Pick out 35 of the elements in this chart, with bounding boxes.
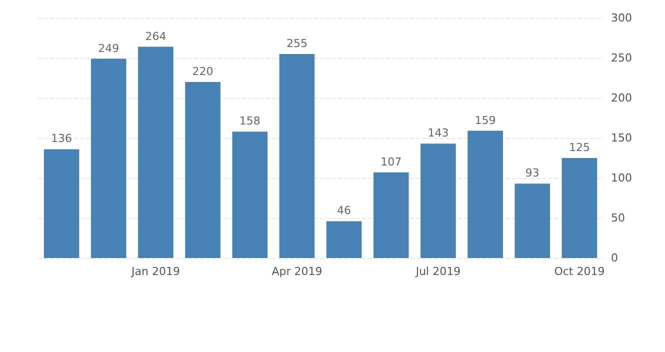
- y-tick-label: 100: [611, 172, 632, 184]
- data-label: 249: [98, 42, 120, 55]
- bar: [468, 130, 503, 258]
- bar: [373, 172, 409, 258]
- y-tick-label: 0: [611, 252, 618, 264]
- bar: [44, 149, 80, 258]
- bar: [232, 132, 268, 258]
- data-label: 143: [428, 126, 449, 140]
- data-label: 220: [192, 65, 214, 78]
- data-label: 264: [145, 30, 166, 43]
- y-tick-label: 200: [611, 92, 632, 104]
- bar: [279, 54, 315, 258]
- data-label: 159: [474, 114, 496, 127]
- data-label: 255: [286, 37, 308, 50]
- bar: [562, 158, 598, 258]
- y-tick-label: 300: [611, 12, 632, 24]
- data-label: 158: [239, 114, 260, 128]
- data-label: 107: [380, 155, 402, 168]
- x-tick-label: Jan 2019: [130, 265, 180, 278]
- data-label: 93: [525, 166, 540, 180]
- data-label: 125: [568, 141, 590, 154]
- bar: [90, 58, 126, 258]
- y-tick-label: 150: [611, 132, 632, 144]
- data-label: 46: [337, 204, 352, 218]
- y-tick-label: 250: [611, 52, 632, 64]
- x-tick-label: Jul 2019: [414, 265, 461, 278]
- x-tick-label: Oct 2019: [554, 265, 605, 278]
- x-tick-label: Apr 2019: [272, 265, 322, 278]
- data-label: 136: [51, 132, 72, 146]
- bar: [326, 221, 362, 258]
- bar: [138, 46, 174, 258]
- bar: [185, 82, 220, 258]
- y-tick-label: 50: [611, 212, 625, 224]
- bar: [514, 184, 550, 258]
- bar: [420, 144, 456, 258]
